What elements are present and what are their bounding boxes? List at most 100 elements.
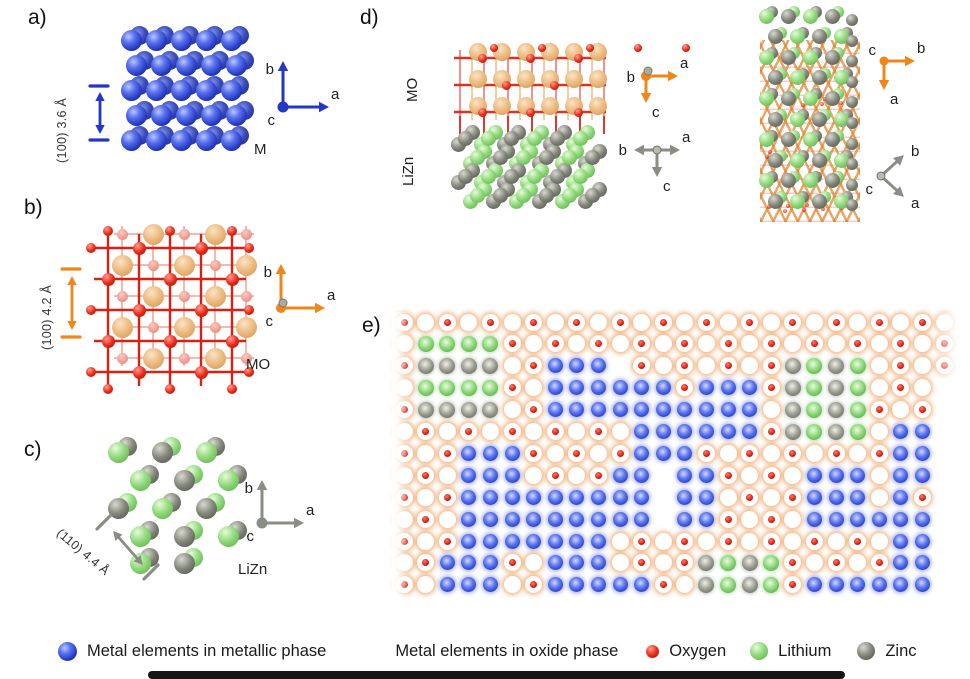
metallic-column bbox=[569, 555, 585, 571]
zinc-atom bbox=[811, 193, 827, 209]
svg-text:b: b bbox=[917, 40, 925, 57]
metallic-column bbox=[850, 577, 866, 593]
metallic-column bbox=[547, 402, 563, 418]
oxygen-core bbox=[681, 559, 689, 567]
zinc-atom bbox=[846, 137, 858, 150]
oxide-column bbox=[525, 423, 542, 440]
oxide-column bbox=[828, 533, 845, 550]
oxide-column-oxygen bbox=[655, 576, 672, 593]
oxide-column bbox=[655, 335, 672, 352]
oxide-column-oxygen bbox=[892, 379, 909, 396]
lithium-atom bbox=[151, 497, 173, 519]
oxygen-atom bbox=[525, 107, 535, 117]
zinc-column bbox=[828, 423, 844, 440]
lithium-column bbox=[806, 379, 823, 396]
zinc-atom bbox=[151, 441, 173, 463]
oxide-column bbox=[612, 423, 629, 440]
oxide-atom bbox=[126, 266, 153, 293]
oxygen-core bbox=[918, 493, 926, 501]
oxide-atom-back bbox=[589, 97, 607, 115]
oxide-column-oxygen bbox=[482, 314, 499, 331]
oxygen-core bbox=[767, 340, 775, 348]
oxygen-atom bbox=[225, 272, 239, 286]
oxide-column bbox=[525, 467, 542, 484]
oxide-column bbox=[417, 489, 434, 506]
lithium-atom bbox=[789, 111, 805, 127]
oxide-column bbox=[763, 314, 780, 331]
zinc-column bbox=[828, 357, 844, 374]
oxide-column-oxygen bbox=[525, 357, 542, 374]
metallic-column bbox=[504, 467, 520, 483]
metallic-column bbox=[461, 533, 477, 549]
oxygen-core bbox=[443, 493, 451, 501]
oxide-column-oxygen bbox=[849, 335, 866, 352]
oxide-column-oxygen bbox=[828, 445, 845, 462]
oxygen-atom bbox=[165, 384, 175, 394]
lithium-atom bbox=[789, 152, 805, 168]
zinc-atom bbox=[846, 158, 858, 171]
metallic-column bbox=[698, 489, 714, 505]
metal-atom bbox=[120, 130, 142, 152]
oxygen-core bbox=[530, 362, 538, 370]
zinc-column bbox=[482, 401, 499, 418]
metallic-column bbox=[914, 555, 930, 571]
material-label-mo: MO bbox=[246, 356, 271, 373]
zinc-atom bbox=[173, 469, 195, 491]
oxide-column bbox=[417, 533, 434, 550]
metallic-column bbox=[547, 511, 563, 527]
oxide-column-oxygen bbox=[936, 335, 953, 352]
oxygen-atom-back bbox=[147, 259, 159, 271]
zinc-column bbox=[784, 423, 801, 440]
zinc-atom bbox=[811, 111, 827, 127]
zinc-atom bbox=[584, 187, 600, 203]
oxygen-core bbox=[810, 537, 818, 545]
legend-item-lithium: Lithium bbox=[750, 642, 831, 661]
oxygen-core bbox=[530, 449, 538, 457]
lithium-column bbox=[460, 379, 477, 396]
svg-text:c: c bbox=[247, 528, 255, 545]
metal-atom bbox=[170, 130, 192, 152]
metallic-column bbox=[698, 511, 714, 527]
oxygen-atom bbox=[634, 44, 642, 52]
oxide-column bbox=[547, 314, 564, 331]
oxide-column bbox=[655, 533, 672, 550]
oxide-atom-back bbox=[204, 223, 226, 245]
oxygen-core bbox=[530, 318, 538, 326]
zinc-atom bbox=[492, 149, 508, 165]
oxide-column bbox=[849, 445, 866, 462]
metallic-column bbox=[634, 489, 650, 505]
legend-label-zinc: Zinc bbox=[885, 641, 917, 660]
oxide-column bbox=[396, 554, 413, 571]
metallic-column bbox=[914, 424, 930, 439]
oxide-column bbox=[590, 445, 607, 462]
oxide-column-oxygen bbox=[828, 314, 845, 331]
metallic-column bbox=[806, 467, 822, 483]
oxide-column bbox=[547, 445, 564, 462]
oxide-column bbox=[568, 335, 585, 352]
oxygen-core bbox=[530, 406, 538, 414]
zinc-atom bbox=[846, 55, 858, 68]
oxygen-core bbox=[724, 362, 732, 370]
oxide-column bbox=[914, 335, 931, 352]
oxide-column bbox=[914, 357, 931, 374]
oxygen-core bbox=[551, 471, 559, 479]
metallic-column bbox=[720, 424, 736, 439]
oxide-column-oxygen bbox=[547, 335, 564, 352]
oxygen-atom bbox=[86, 305, 96, 315]
metallic-column bbox=[634, 402, 650, 418]
oxygen-core bbox=[875, 559, 883, 567]
oxide-column-oxygen bbox=[763, 511, 780, 528]
metallic-column bbox=[482, 533, 498, 549]
oxide-atom-back bbox=[204, 347, 226, 369]
metal-atom bbox=[225, 105, 247, 127]
oxygen-core bbox=[616, 449, 624, 457]
zinc-atom bbox=[824, 90, 840, 106]
oxide-column bbox=[892, 314, 909, 331]
oxide-atom bbox=[532, 102, 553, 123]
oxide-column-oxygen bbox=[720, 533, 737, 550]
metal-atom bbox=[145, 130, 167, 152]
lithium-atom bbox=[802, 132, 818, 148]
oxide-column bbox=[525, 379, 542, 396]
oxygen-core bbox=[400, 581, 408, 589]
oxide-column bbox=[568, 467, 585, 484]
